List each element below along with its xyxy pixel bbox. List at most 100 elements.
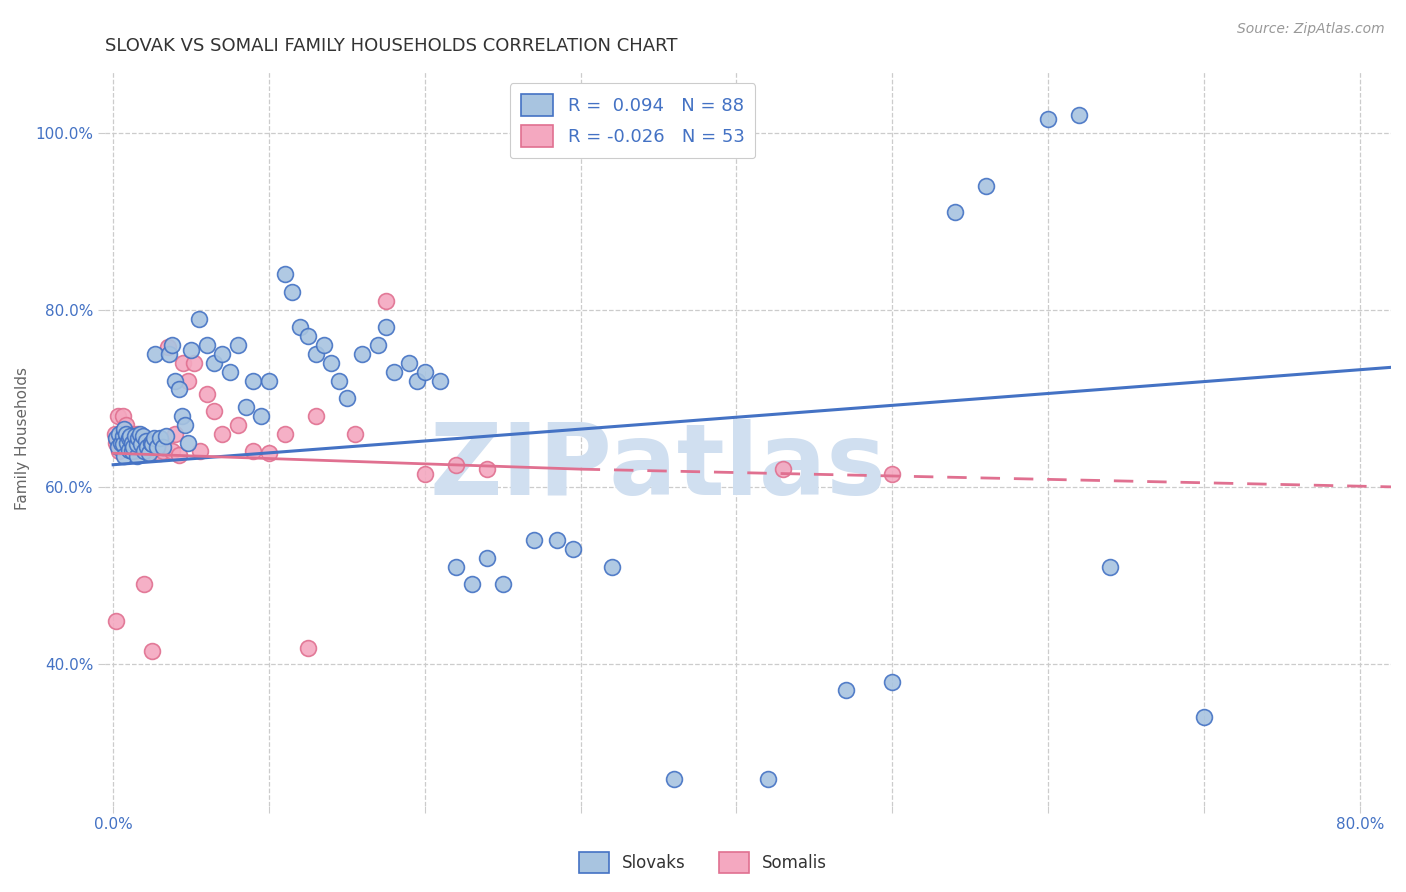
Point — [128, 440, 150, 454]
Point — [156, 340, 179, 354]
Point — [172, 356, 194, 370]
Point — [134, 577, 156, 591]
Text: Source: ZipAtlas.com: Source: ZipAtlas.com — [1237, 22, 1385, 37]
Point — [139, 435, 162, 450]
Point — [132, 437, 155, 451]
Legend: R =  0.094   N = 88, R = -0.026   N = 53: R = 0.094 N = 88, R = -0.026 N = 53 — [510, 84, 755, 158]
Point — [110, 426, 132, 441]
Point — [165, 374, 187, 388]
Point — [136, 440, 159, 454]
Point — [211, 426, 233, 441]
Point — [211, 347, 233, 361]
Point — [257, 374, 280, 388]
Point — [523, 533, 546, 547]
Point — [273, 268, 295, 282]
Point — [115, 440, 138, 454]
Point — [250, 409, 273, 423]
Point — [105, 431, 128, 445]
Point — [662, 772, 685, 786]
Point — [398, 356, 420, 370]
Point — [460, 577, 482, 591]
Point — [1069, 108, 1091, 122]
Point — [139, 437, 162, 451]
Point — [146, 437, 169, 451]
Point — [124, 444, 146, 458]
Point — [834, 683, 856, 698]
Point — [226, 338, 249, 352]
Point — [195, 338, 218, 352]
Point — [187, 311, 209, 326]
Point — [122, 440, 145, 454]
Point — [143, 347, 166, 361]
Point — [183, 356, 205, 370]
Point — [125, 449, 148, 463]
Point — [121, 426, 143, 441]
Point — [772, 462, 794, 476]
Point — [336, 392, 359, 406]
Point — [120, 428, 142, 442]
Point — [413, 467, 436, 482]
Point — [352, 347, 374, 361]
Point — [413, 365, 436, 379]
Point — [257, 446, 280, 460]
Point — [146, 440, 169, 454]
Point — [138, 446, 160, 460]
Point — [104, 426, 127, 441]
Point — [305, 409, 328, 423]
Point — [118, 426, 141, 441]
Point — [111, 428, 134, 442]
Point — [107, 409, 129, 423]
Point — [242, 444, 264, 458]
Point — [195, 387, 218, 401]
Point — [134, 431, 156, 445]
Point — [204, 356, 226, 370]
Point — [134, 444, 156, 458]
Point — [125, 426, 148, 441]
Point — [112, 449, 135, 463]
Point — [127, 437, 149, 451]
Point — [107, 440, 129, 454]
Point — [180, 343, 202, 357]
Point — [406, 374, 429, 388]
Point — [190, 444, 212, 458]
Legend: Slovaks, Somalis: Slovaks, Somalis — [572, 846, 834, 880]
Point — [165, 426, 187, 441]
Point — [128, 426, 150, 441]
Point — [177, 435, 200, 450]
Point — [475, 462, 498, 476]
Point — [546, 533, 568, 547]
Point — [312, 338, 335, 352]
Point — [756, 772, 779, 786]
Point — [374, 320, 396, 334]
Point — [943, 205, 966, 219]
Point — [288, 320, 311, 334]
Point — [162, 338, 184, 352]
Point — [118, 442, 141, 457]
Point — [204, 403, 226, 417]
Point — [305, 347, 328, 361]
Point — [105, 435, 128, 450]
Point — [219, 365, 242, 379]
Point — [114, 417, 136, 432]
Point — [121, 444, 143, 458]
Point — [152, 444, 174, 458]
Point — [124, 428, 146, 442]
Point — [328, 374, 350, 388]
Point — [112, 431, 135, 445]
Point — [1036, 112, 1059, 127]
Point — [155, 428, 177, 442]
Point — [129, 437, 152, 451]
Point — [475, 550, 498, 565]
Point — [127, 431, 149, 445]
Point — [108, 426, 131, 441]
Point — [1192, 710, 1215, 724]
Point — [382, 365, 405, 379]
Point — [152, 440, 174, 454]
Point — [297, 640, 319, 655]
Y-axis label: Family Households: Family Households — [15, 367, 30, 509]
Point — [882, 467, 904, 482]
Point — [122, 435, 145, 450]
Point — [242, 374, 264, 388]
Point — [273, 426, 295, 441]
Point — [600, 559, 623, 574]
